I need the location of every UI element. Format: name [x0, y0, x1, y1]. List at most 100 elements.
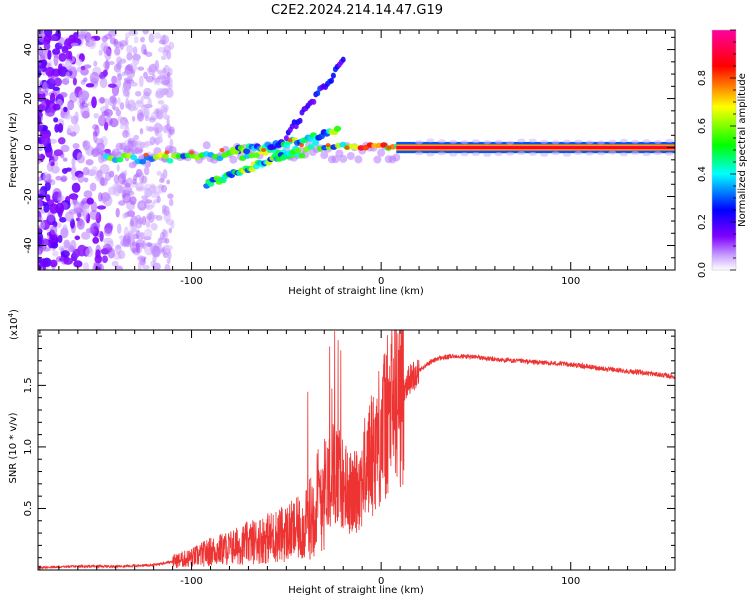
spectrogram-blob	[77, 217, 83, 227]
spectrogram-blob	[49, 259, 58, 268]
spectrogram-blob	[155, 266, 160, 270]
spectrogram-blob	[562, 139, 571, 144]
spectrogram-blob	[334, 125, 341, 132]
spectrogram-blob	[38, 236, 43, 247]
spectrogram-blob	[315, 90, 321, 97]
spectrogram-blob	[76, 152, 83, 163]
spectrogram-blob	[60, 175, 68, 182]
spectrogram-blob	[75, 58, 83, 66]
x-tick-label: 100	[561, 576, 580, 587]
spectrogram-blob	[107, 83, 117, 88]
spectrogram-blob	[118, 185, 125, 193]
spectrogram-blob	[139, 128, 144, 135]
colorbar-tick-label: 0.2	[697, 214, 708, 230]
spectrogram-blob	[151, 63, 157, 75]
spectrogram-blob	[124, 36, 129, 47]
spectrogram-blob	[130, 101, 136, 109]
spectrogram-blob	[148, 33, 155, 44]
snr-y-multiplier: (x104)	[7, 309, 20, 340]
spectrogram-blob	[58, 63, 63, 73]
spectrogram-blob	[49, 92, 56, 104]
y-tick-label: 1.0	[23, 439, 34, 455]
spectrogram-blob	[125, 98, 130, 109]
spectrogram-blob	[111, 75, 118, 85]
spectrogram-blob	[131, 115, 136, 122]
spectrogram-blob	[77, 173, 85, 184]
spectrogram-blob	[344, 145, 350, 150]
spectrogram-blob	[58, 52, 67, 62]
spectrogram-blob	[109, 117, 119, 128]
spectrogram-blob	[63, 257, 73, 265]
spectrogram-blob	[99, 177, 108, 187]
spectrogram-blob	[38, 61, 42, 66]
spectrogram-blob	[153, 79, 162, 86]
spectrogram-blob	[597, 151, 606, 156]
spectrogram-blob	[141, 198, 149, 203]
spectrogram-blob	[135, 90, 142, 97]
spectrogram-blob	[93, 60, 98, 67]
spectrogram-blob	[52, 103, 61, 111]
spectrogram-blob	[104, 48, 112, 61]
spectrogram-blob	[85, 159, 94, 166]
spectrogram-blob	[119, 120, 127, 127]
y-tick-label: 40	[23, 43, 34, 56]
spectrogram-blob	[157, 99, 165, 105]
spectrogram-blob	[139, 159, 147, 165]
spectrogram-blob	[116, 164, 120, 172]
spectrogram-blob	[43, 203, 50, 213]
spectrogram-blob	[61, 167, 68, 174]
spectrogram-blob	[150, 260, 156, 268]
spectrogram-blob	[320, 151, 329, 160]
spectrogram-blob	[166, 158, 174, 164]
spectrogram-blob	[494, 139, 503, 144]
spectrogram-blob	[145, 75, 155, 83]
spectrogram-blob	[460, 140, 469, 145]
spectrogram-blob	[49, 75, 60, 84]
spectrogram-blob	[101, 111, 110, 117]
spectrogram-blob	[59, 92, 68, 98]
x-tick-label: -100	[180, 276, 203, 287]
spectrogram-blob	[116, 223, 122, 234]
spectrogram-blob	[148, 117, 156, 123]
spectrogram-blob	[52, 48, 61, 55]
spectrogram-blob	[131, 237, 136, 247]
spectrogram-y-label: Frequency (Hz)	[8, 112, 19, 188]
spectrogram-blob	[53, 54, 59, 67]
spectrogram-blob	[64, 211, 74, 222]
spectrogram-blob	[619, 152, 628, 157]
spectrogram-blob	[91, 166, 98, 174]
spectrogram-blob	[653, 151, 662, 156]
spectrogram-blob	[585, 151, 594, 156]
colorbar: 0.0 0.2 0.4 0.6 0.8 Normalized spectral ampl…	[697, 29, 748, 278]
spectrogram-blob	[74, 235, 81, 241]
spectrogram-blob	[426, 152, 435, 157]
spectrogram-blob	[137, 261, 142, 270]
spectrogram-blob	[48, 138, 58, 144]
spectrogram-blob	[41, 59, 48, 67]
spectrogram-blob	[243, 148, 251, 155]
spectrogram-blob	[168, 227, 173, 234]
spectrogram-blob	[166, 71, 171, 78]
spectrogram-blob	[77, 244, 87, 257]
spectrogram-blob	[162, 125, 169, 134]
spectrogram-blob	[89, 182, 97, 192]
spectrogram-blob	[129, 196, 137, 205]
spectrogram-blob	[164, 263, 171, 270]
spectrogram-blob	[164, 237, 170, 244]
spectrogram-blob	[38, 176, 43, 182]
spectrogram-blob	[50, 161, 55, 167]
spectrogram-blob	[134, 146, 143, 155]
colorbar-tick-label: 0.8	[697, 70, 708, 86]
spectrogram-blob	[299, 143, 304, 148]
spectrogram-blob	[150, 214, 159, 219]
spectrogram-blob	[147, 242, 153, 248]
spectrogram-blob	[392, 153, 401, 162]
spectrogram-blob	[53, 149, 64, 157]
spectrogram-blob	[143, 152, 149, 157]
spectrogram-blob	[135, 186, 145, 192]
spectrogram-blob	[86, 197, 94, 205]
spectrogram-blob	[57, 122, 64, 133]
spectrogram-blob	[437, 139, 446, 144]
spectrogram-blob	[44, 181, 51, 192]
